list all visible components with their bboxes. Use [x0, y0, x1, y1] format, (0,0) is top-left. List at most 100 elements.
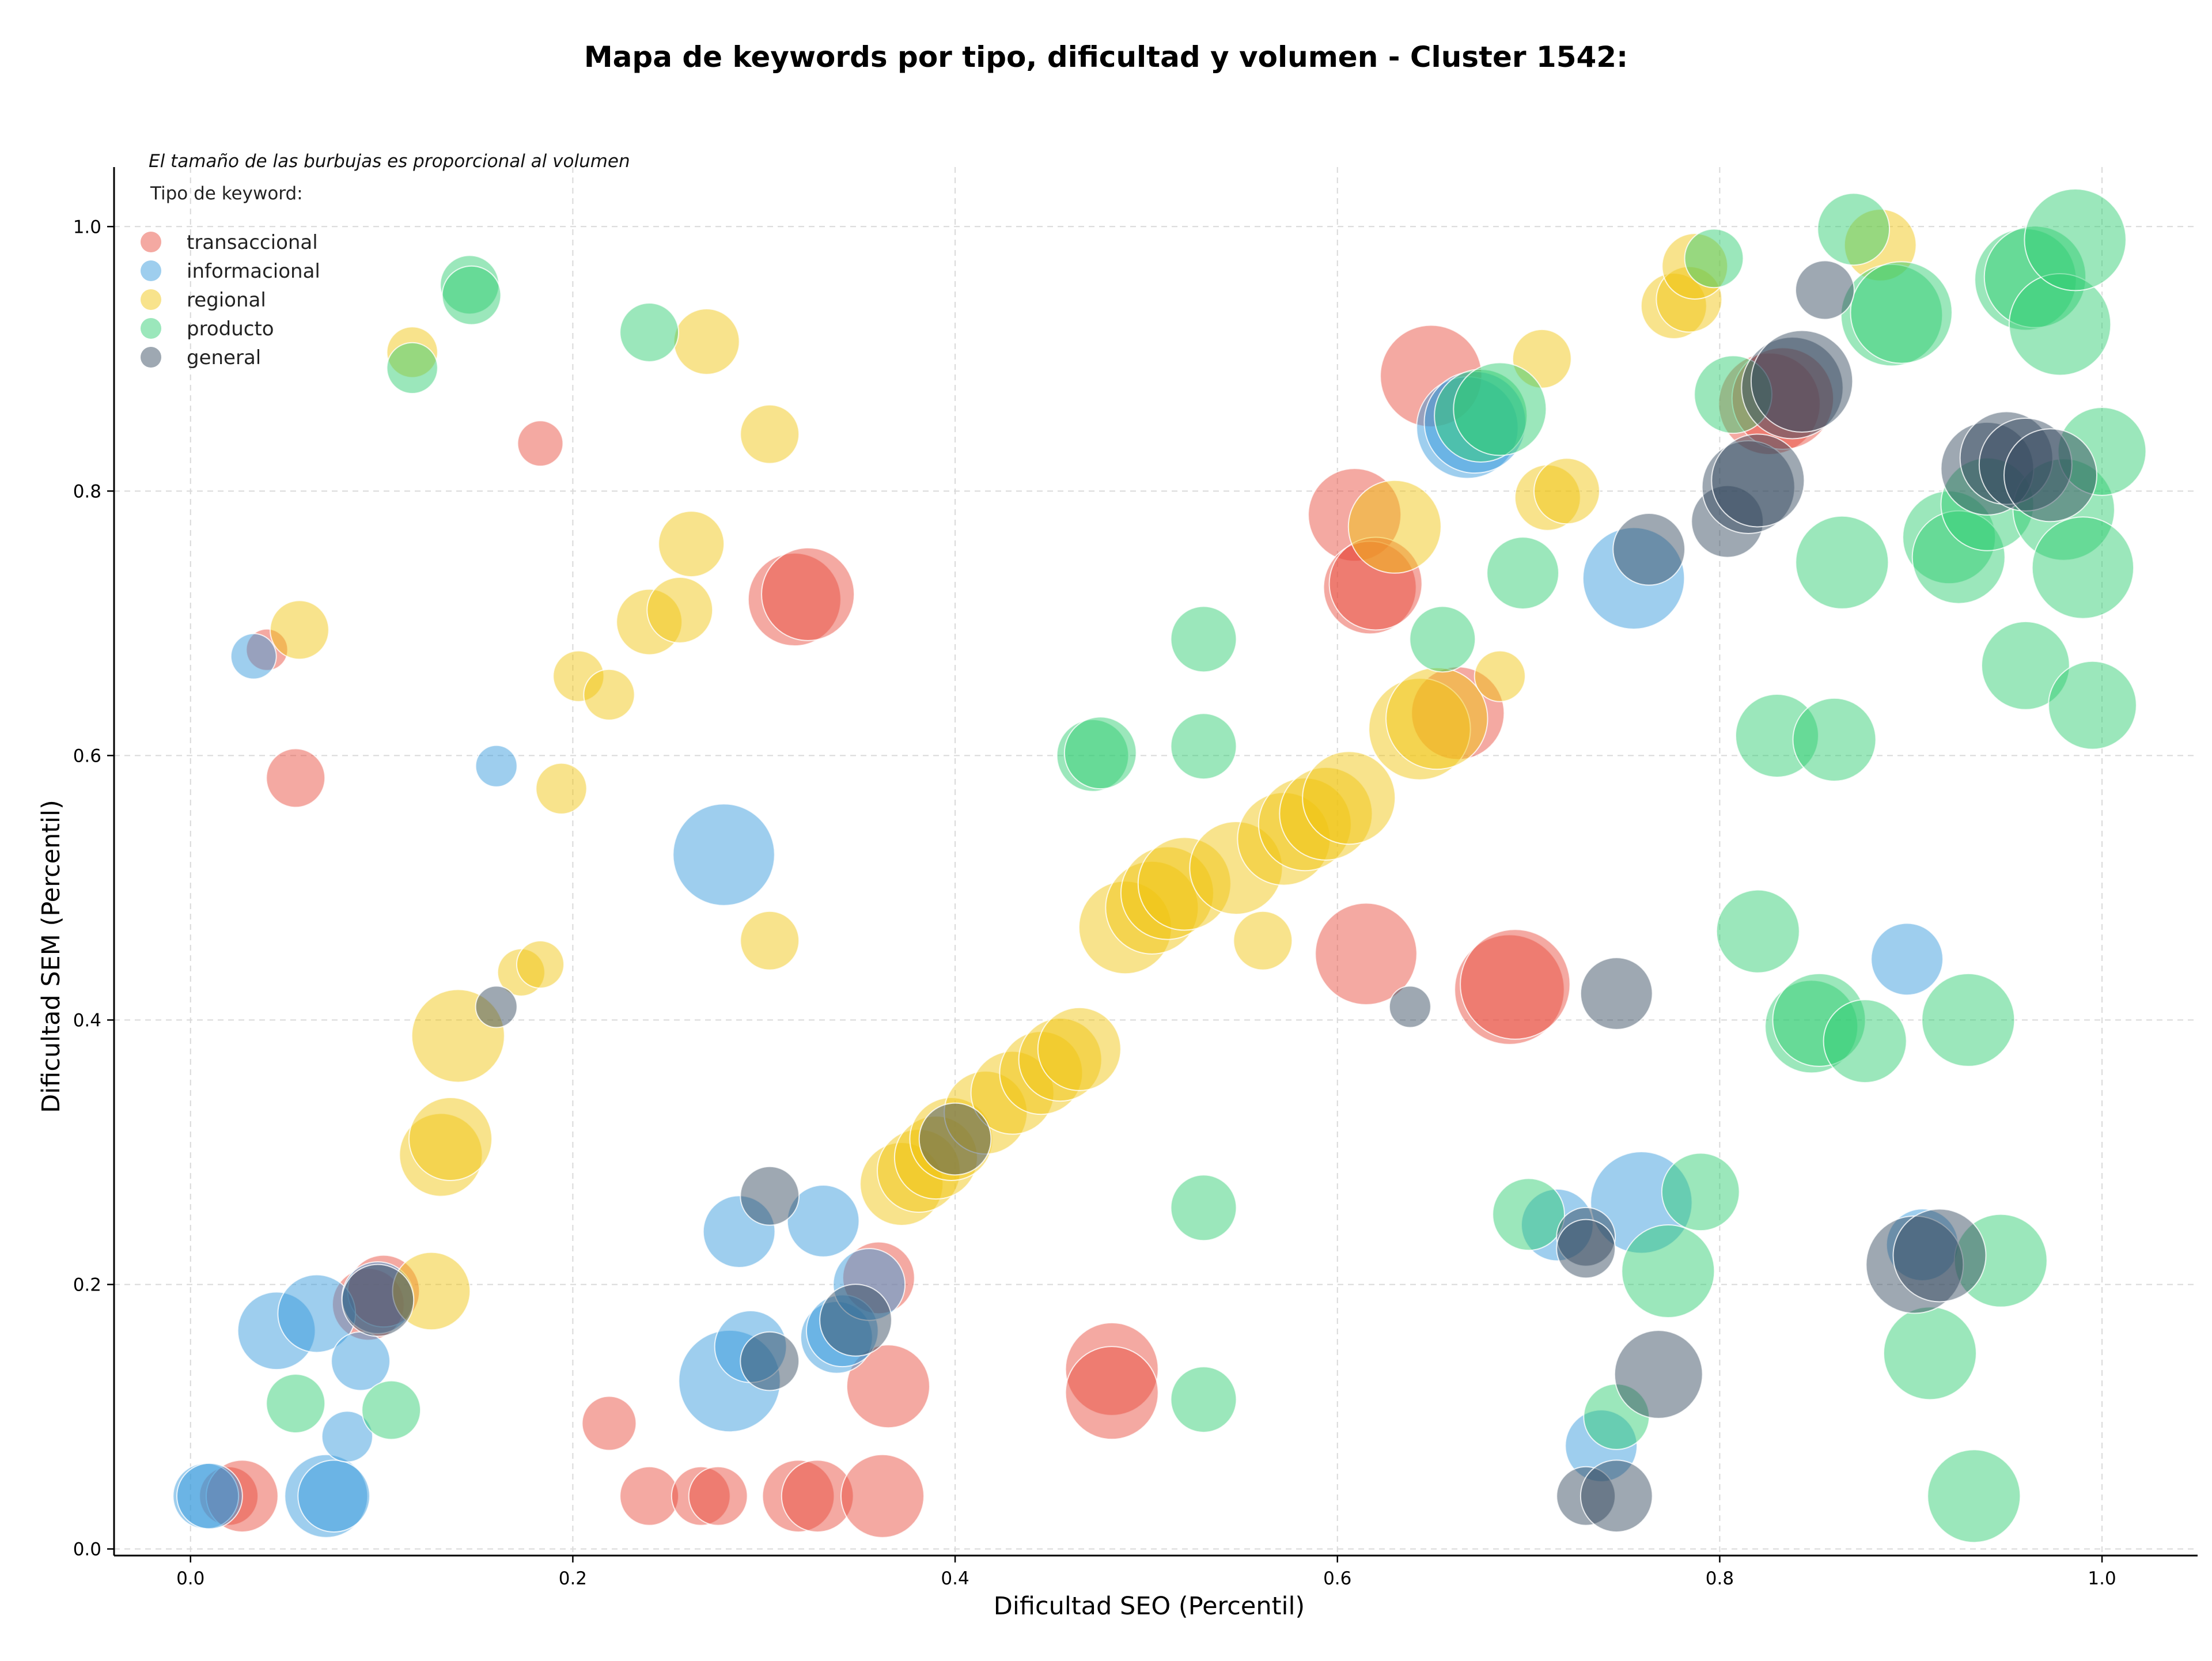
point-informacional [805, 1294, 879, 1368]
point-producto [1817, 192, 1891, 266]
point-general [1556, 1219, 1616, 1279]
point-producto [1792, 697, 1877, 782]
point-producto [386, 342, 438, 394]
x-tick-label: 1.0 [2088, 1568, 2116, 1589]
point-general [1940, 421, 2035, 516]
legend-marker-informacional [141, 260, 161, 281]
scatter-points [172, 188, 2147, 1543]
point-general [1959, 411, 2054, 505]
legend-marker-producto [141, 318, 161, 339]
point-general [1978, 417, 2073, 512]
point-regional [658, 510, 725, 578]
point-informacional [284, 1454, 369, 1538]
point-informacional [321, 1410, 373, 1463]
x-axis-label: Dificultad SEO (Percentil) [994, 1592, 1305, 1621]
point-transaccional [688, 1466, 748, 1526]
y-tick-label: 0.8 [73, 481, 101, 502]
legend-title: Tipo de keyword: [150, 183, 303, 204]
point-transaccional [1308, 468, 1402, 562]
chart-subtitle: El tamaño de las burbujas es proporciona… [149, 151, 630, 172]
point-general [918, 1102, 992, 1176]
point-regional [497, 948, 546, 997]
point-transaccional [581, 1395, 637, 1451]
x-tick-label: 0.2 [559, 1568, 587, 1589]
point-producto [1850, 261, 1953, 364]
y-tick-label: 0.2 [73, 1274, 101, 1295]
point-transaccional [761, 547, 855, 641]
point-general [1711, 433, 1805, 528]
point-transaccional [1065, 1322, 1159, 1416]
point-producto [2008, 273, 2112, 376]
point-general [1701, 440, 1796, 534]
point-regional [411, 989, 505, 1083]
point-regional [1105, 860, 1199, 955]
point-transaccional [1454, 934, 1565, 1045]
point-transaccional [517, 420, 564, 467]
legend-label-producto: producto [187, 317, 274, 340]
point-regional [1533, 457, 1600, 525]
point-producto [1583, 1383, 1650, 1450]
point-general [819, 1284, 892, 1357]
point-regional [535, 762, 588, 815]
point-producto [1486, 536, 1559, 610]
point-regional [1385, 667, 1488, 770]
point-transaccional [1380, 324, 1483, 427]
point-general [1612, 512, 1685, 586]
axes [113, 167, 2198, 1557]
point-regional [740, 910, 800, 971]
point-informacional [1590, 1151, 1693, 1254]
point-producto [1434, 369, 1528, 463]
point-transaccional [1731, 347, 1835, 450]
point-informacional [1885, 1208, 1959, 1281]
ticks: 0.0 0.2 0.4 0.6 0.8 1.0 0.0 0.2 0.4 0.6 0.8 1.0 [73, 217, 2116, 1589]
point-regional [1037, 1007, 1122, 1091]
point-transaccional [619, 1466, 680, 1526]
point-producto [1621, 1224, 1715, 1319]
point-producto [619, 302, 680, 362]
point-producto [1772, 973, 1866, 1067]
point-general [740, 1166, 800, 1226]
point-regional [1233, 910, 1293, 971]
point-transaccional [266, 748, 326, 808]
legend-label-regional: regional [187, 289, 266, 312]
point-producto [2057, 407, 2147, 496]
point-informacional [672, 803, 775, 906]
point-general [1556, 1466, 1616, 1526]
point-regional [583, 668, 635, 721]
point-producto [1063, 716, 1137, 790]
point-producto [1170, 713, 1237, 780]
point-transaccional [1315, 902, 1418, 1005]
point-regional [1512, 328, 1572, 389]
legend-label-transaccional: transaccional [187, 231, 318, 254]
point-general [1750, 330, 1854, 433]
point-informacional [1423, 370, 1527, 474]
point-regional [1120, 846, 1214, 940]
point-regional [909, 1097, 994, 1181]
point-informacional [1582, 527, 1685, 630]
point-transaccional [199, 1466, 259, 1526]
point-regional [1302, 751, 1396, 845]
point-regional [269, 600, 329, 660]
point-informacional [1520, 1188, 1594, 1262]
point-regional [1656, 266, 1723, 333]
point-informacional [678, 1329, 781, 1433]
point-producto [1940, 457, 2035, 551]
point-informacional [702, 1195, 776, 1269]
point-general [1580, 1459, 1653, 1533]
point-regional [1189, 820, 1283, 915]
legend-label-informacional: informacional [187, 260, 320, 283]
chart-title: Mapa de keywords por tipo, dificultad y … [584, 40, 1628, 74]
point-regional [408, 1097, 493, 1181]
point-producto [1823, 999, 1907, 1084]
point-regional [1661, 233, 1729, 300]
point-general [1388, 985, 1431, 1028]
point-general [1556, 1206, 1616, 1267]
legend-label-general: general [187, 346, 261, 369]
point-producto [2031, 516, 2135, 619]
point-transaccional [781, 1459, 854, 1533]
y-axis-label: Dificultad SEM (Percentil) [37, 800, 66, 1113]
point-informacional [331, 1331, 391, 1391]
point-informacional [297, 1459, 370, 1533]
point-producto [1492, 1178, 1565, 1251]
